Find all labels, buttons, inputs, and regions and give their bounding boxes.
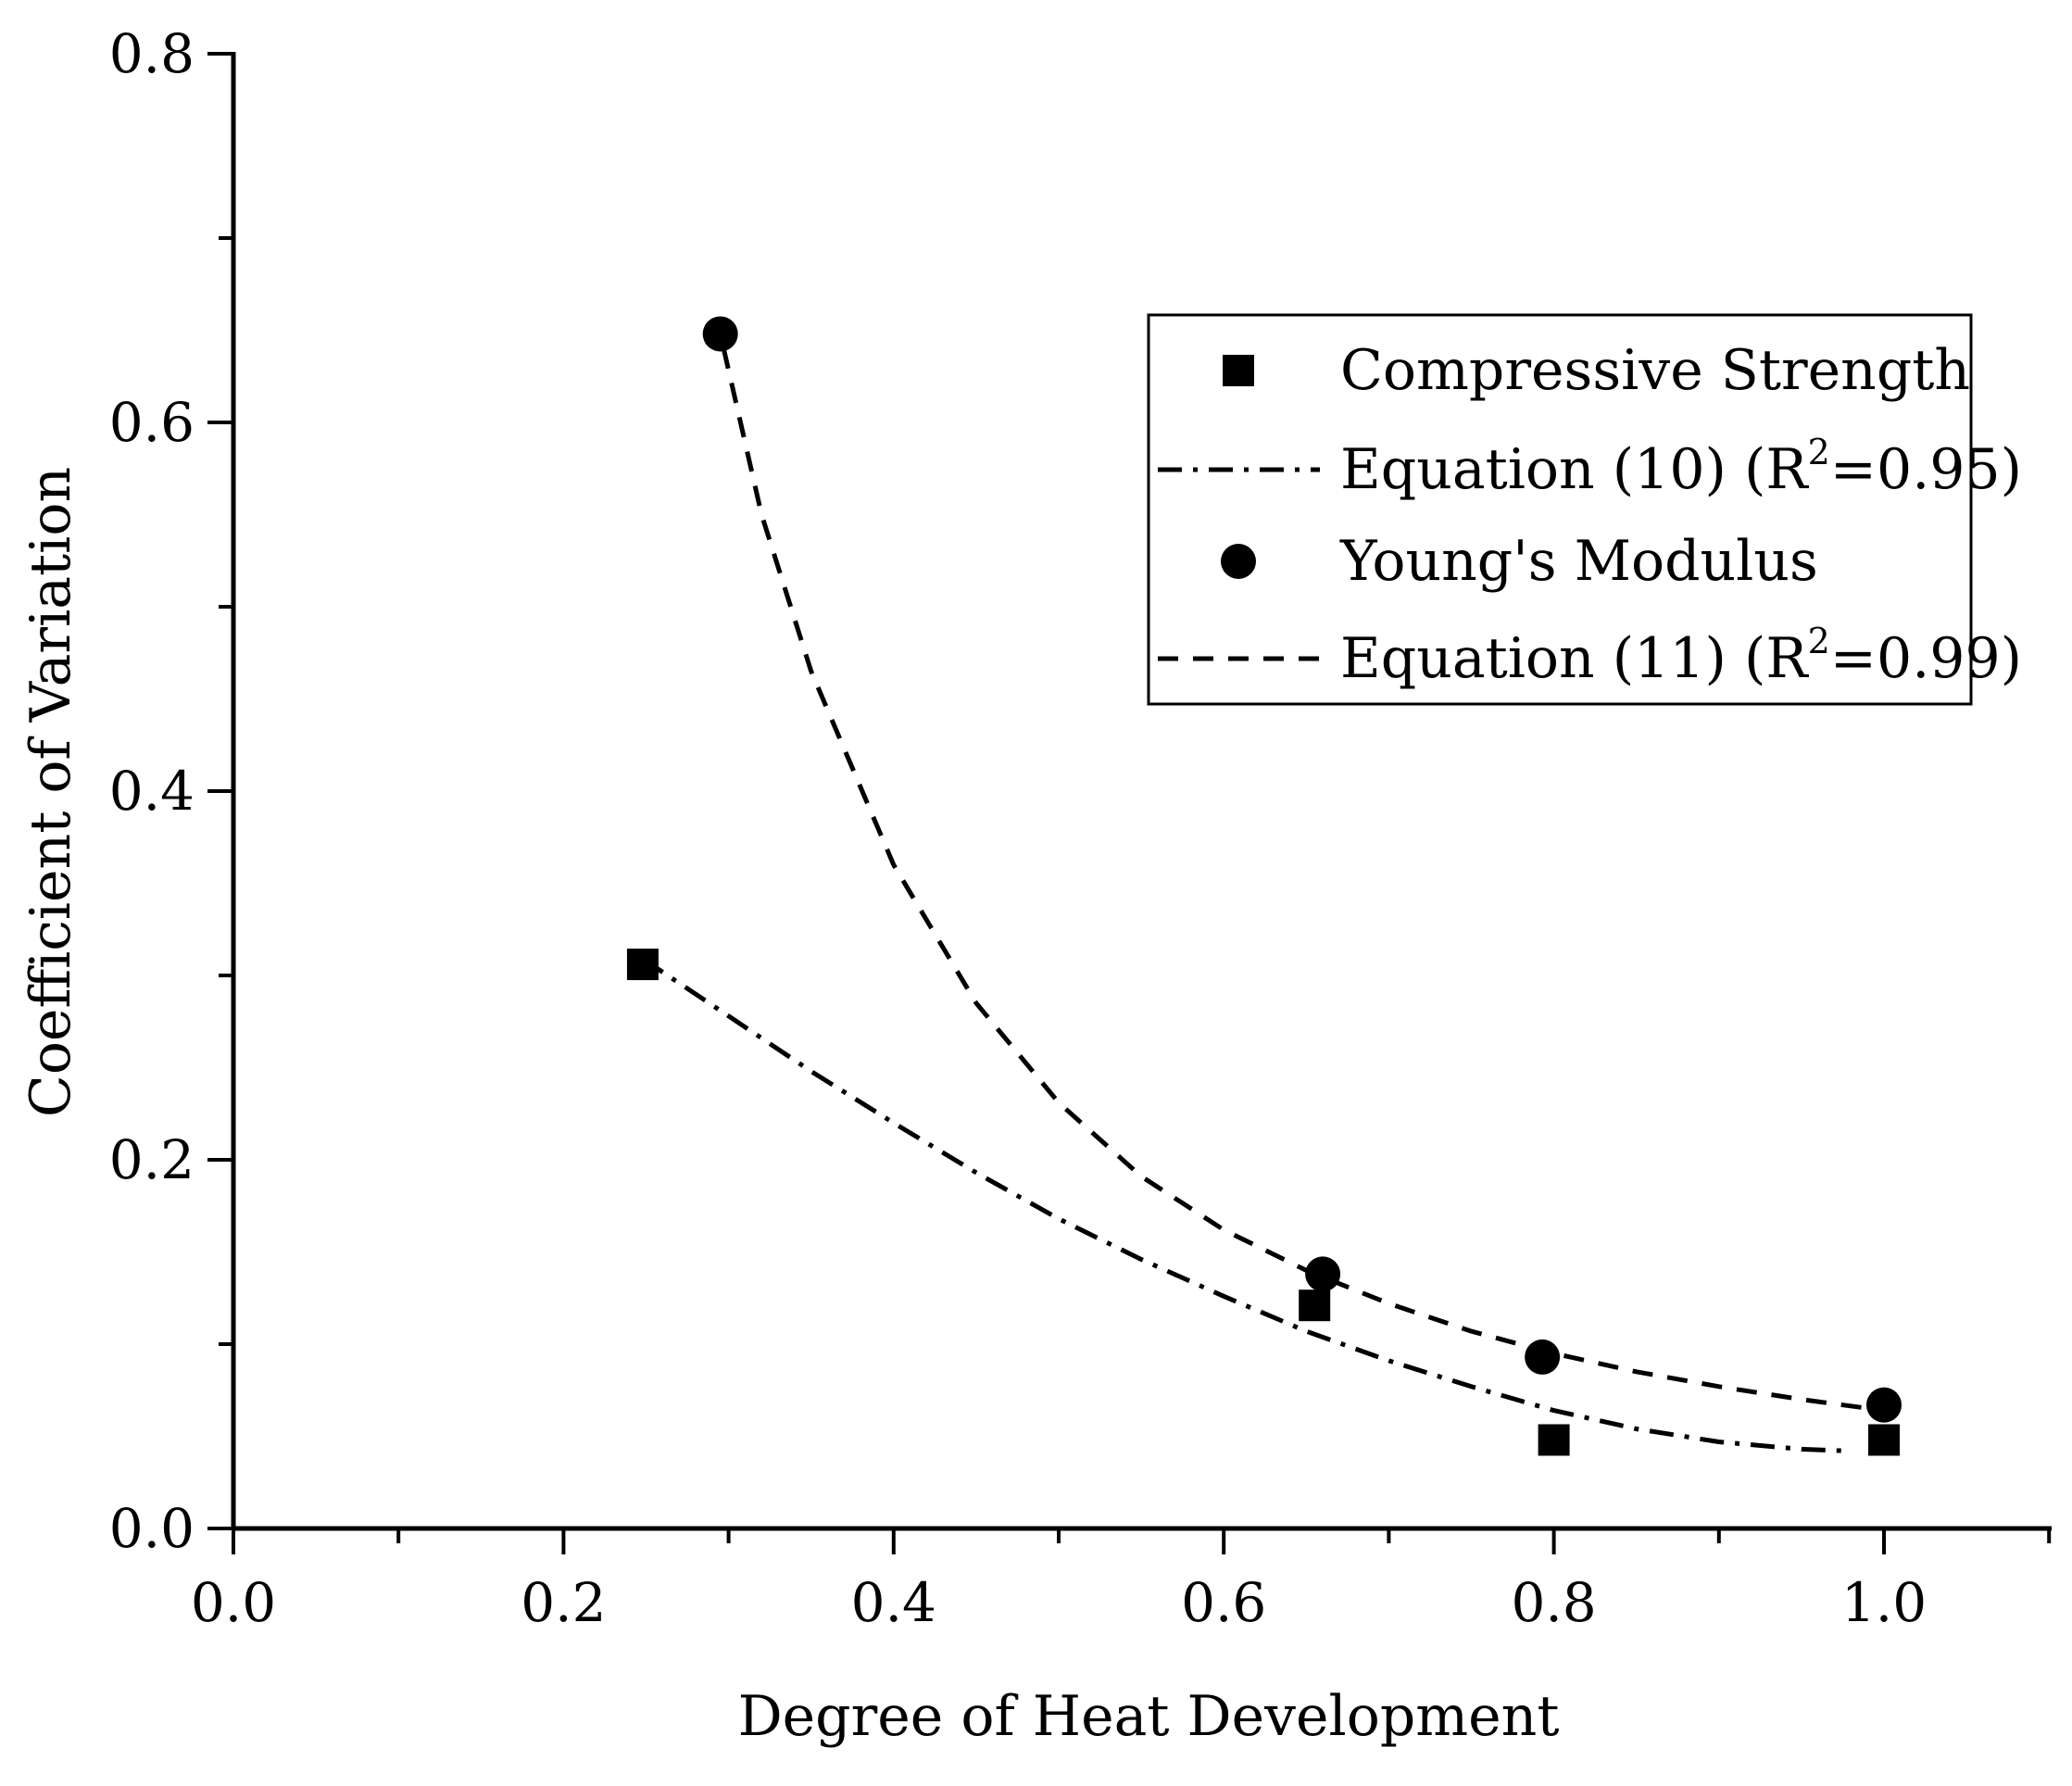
legend-label: Equation (10) (R2=0.95)	[1340, 432, 2022, 502]
compressive-strength-point	[1538, 1424, 1570, 1456]
x-tick-label: 1.0	[1841, 1571, 1927, 1634]
x-tick-label: 0.6	[1181, 1571, 1266, 1634]
legend: Compressive Strength Equation (10) (R2=0.…	[1147, 313, 2022, 706]
compressive-strength-point	[626, 949, 659, 981]
fit-curves	[641, 347, 1885, 1453]
data-points	[626, 316, 1902, 1456]
equation-10-curve	[641, 957, 1852, 1453]
compressive-strength-point	[1868, 1424, 1900, 1456]
youngs-modulus-point	[702, 316, 738, 352]
x-tick-label: 0.2	[521, 1571, 606, 1634]
legend-label: Young's Modulus	[1339, 529, 1818, 594]
y-tick-label: 0.2	[109, 1128, 195, 1191]
y-tick-label: 0.8	[109, 22, 195, 85]
x-tick-label: 0.0	[191, 1571, 276, 1634]
compressive-strength-point	[1299, 1289, 1331, 1322]
youngs-modulus-point	[1525, 1339, 1561, 1375]
y-axis-title: Coefficient of Variation	[19, 467, 83, 1117]
legend-square-marker	[1223, 355, 1254, 386]
x-axis-title: Degree of Heat Development	[738, 1684, 1560, 1749]
axes: 0.0 0.2 0.4 0.6 0.8 1.0 0.0 0.2 0.4 0.6 0.8	[109, 22, 2052, 1634]
y-tick-label: 0.4	[109, 760, 195, 823]
y-tick-label: 0.6	[109, 391, 195, 454]
legend-box	[1147, 313, 1973, 706]
legend-label: Compressive Strength	[1340, 338, 1970, 403]
equation-11-curve	[721, 347, 1885, 1414]
x-tick-label: 0.8	[1511, 1571, 1596, 1634]
legend-circle-marker	[1221, 544, 1256, 579]
youngs-modulus-point	[1866, 1387, 1902, 1423]
y-tick-label: 0.0	[109, 1497, 195, 1560]
legend-label: Equation (11) (R2=0.99)	[1340, 621, 2022, 691]
youngs-modulus-point	[1305, 1256, 1341, 1292]
x-tick-label: 0.4	[851, 1571, 936, 1634]
